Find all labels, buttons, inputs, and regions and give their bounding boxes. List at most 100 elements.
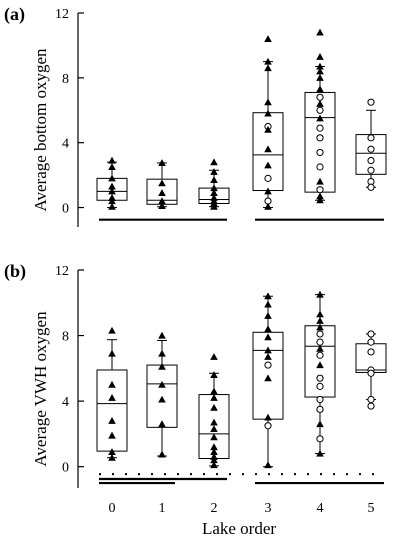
data-point-triangle — [108, 187, 116, 195]
y-tick-label: 4 — [62, 395, 69, 410]
panel-b-x-ticks: 0 1 2 3 4 5 — [109, 501, 375, 516]
data-point-circle — [316, 435, 324, 443]
data-point-triangle — [210, 418, 218, 426]
data-point-triangle — [264, 145, 272, 153]
data-point-triangle — [264, 300, 272, 308]
data-point-triangle — [158, 159, 166, 167]
data-point-triangle — [158, 380, 166, 388]
data-point-circle — [367, 166, 375, 174]
data-point-circle — [367, 402, 375, 410]
data-point-triangle — [264, 57, 272, 65]
data-point-triangle — [108, 174, 116, 182]
data-point-triangle — [316, 74, 324, 81]
data-point-triangle — [158, 179, 166, 187]
data-point-triangle — [264, 98, 272, 106]
data-point-triangle — [316, 85, 324, 93]
data-point-circle — [367, 145, 375, 153]
data-point-triangle — [264, 109, 272, 117]
data-point-triangle — [210, 425, 218, 433]
data-point-circle — [367, 330, 375, 338]
data-point-triangle — [210, 448, 218, 455]
data-point-triangle — [316, 177, 324, 185]
data-point-triangle — [158, 331, 166, 339]
data-point-triangle — [264, 374, 272, 382]
data-point-triangle — [210, 353, 218, 360]
data-point-triangle — [108, 453, 116, 461]
data-point-circle — [367, 369, 375, 377]
data-point-circle — [367, 134, 375, 142]
data-point-triangle — [316, 310, 324, 318]
panel-a-points — [108, 28, 375, 210]
data-point-triangle — [316, 323, 324, 331]
data-point-triangle — [210, 158, 218, 166]
panel-a-y-ticks: 0 4 8 12 — [55, 7, 84, 227]
data-point-triangle — [316, 420, 324, 428]
data-point-triangle — [316, 192, 324, 200]
data-point-circle — [367, 338, 375, 346]
data-point-triangle — [108, 163, 116, 171]
data-point-triangle — [264, 413, 272, 421]
y-tick-label: 8 — [62, 72, 69, 87]
data-point-triangle — [264, 461, 272, 469]
data-point-triangle — [158, 189, 166, 196]
data-point-triangle — [264, 35, 272, 42]
data-point-triangle — [316, 114, 324, 122]
data-point-triangle — [316, 317, 324, 324]
data-point-circle — [316, 93, 324, 101]
data-point-triangle — [264, 187, 272, 195]
data-point-triangle — [210, 443, 218, 451]
data-point-triangle — [316, 99, 324, 107]
data-point-triangle — [264, 325, 272, 333]
y-tick-label: 0 — [62, 202, 69, 217]
data-point-triangle — [210, 456, 218, 464]
data-point-triangle — [108, 326, 116, 334]
y-tick-label: 0 — [62, 461, 69, 476]
data-point-triangle — [108, 416, 116, 424]
data-point-circle — [316, 134, 324, 142]
data-point-triangle — [264, 64, 272, 72]
data-point-triangle — [108, 182, 116, 190]
data-point-triangle — [264, 346, 272, 354]
data-point-triangle — [264, 125, 272, 133]
data-point-triangle — [316, 28, 324, 36]
y-tick-label: 12 — [55, 264, 69, 279]
data-point-circle — [316, 186, 324, 194]
data-point-circle — [316, 163, 324, 171]
data-point-triangle — [316, 290, 324, 298]
data-point-circle — [264, 361, 272, 369]
data-point-circle — [367, 348, 375, 356]
data-point-triangle — [316, 62, 324, 70]
data-point-circle — [316, 351, 324, 359]
data-point-triangle — [210, 176, 218, 184]
data-point-triangle — [210, 433, 218, 441]
data-point-circle — [367, 183, 375, 191]
panel-b-label: (b) — [4, 261, 26, 282]
data-point-triangle — [158, 450, 166, 458]
data-point-triangle — [264, 161, 272, 169]
data-point-circle — [316, 338, 324, 346]
panel-b-y-ticks: 0 4 8 12 — [55, 264, 84, 488]
data-point-triangle — [210, 168, 218, 175]
data-point-circle — [316, 106, 324, 114]
data-point-triangle — [210, 387, 218, 395]
data-point-circle — [316, 405, 324, 413]
data-point-triangle — [158, 395, 166, 403]
data-point-triangle — [158, 349, 166, 357]
data-point-circle — [316, 148, 324, 157]
data-point-circle — [316, 382, 324, 390]
data-point-triangle — [108, 380, 116, 388]
data-point-circle — [264, 174, 272, 182]
data-point-triangle — [158, 362, 166, 370]
data-point-circle — [367, 98, 375, 106]
data-point-circle — [367, 395, 375, 404]
panel-b-boxes — [96, 294, 387, 468]
data-point-triangle — [158, 197, 166, 205]
panel-a-label: (a) — [4, 4, 25, 25]
y-tick-label: 12 — [55, 7, 69, 22]
panel-b-points — [108, 290, 375, 469]
x-tick-label: 0 — [109, 501, 116, 516]
data-point-triangle — [108, 394, 116, 401]
